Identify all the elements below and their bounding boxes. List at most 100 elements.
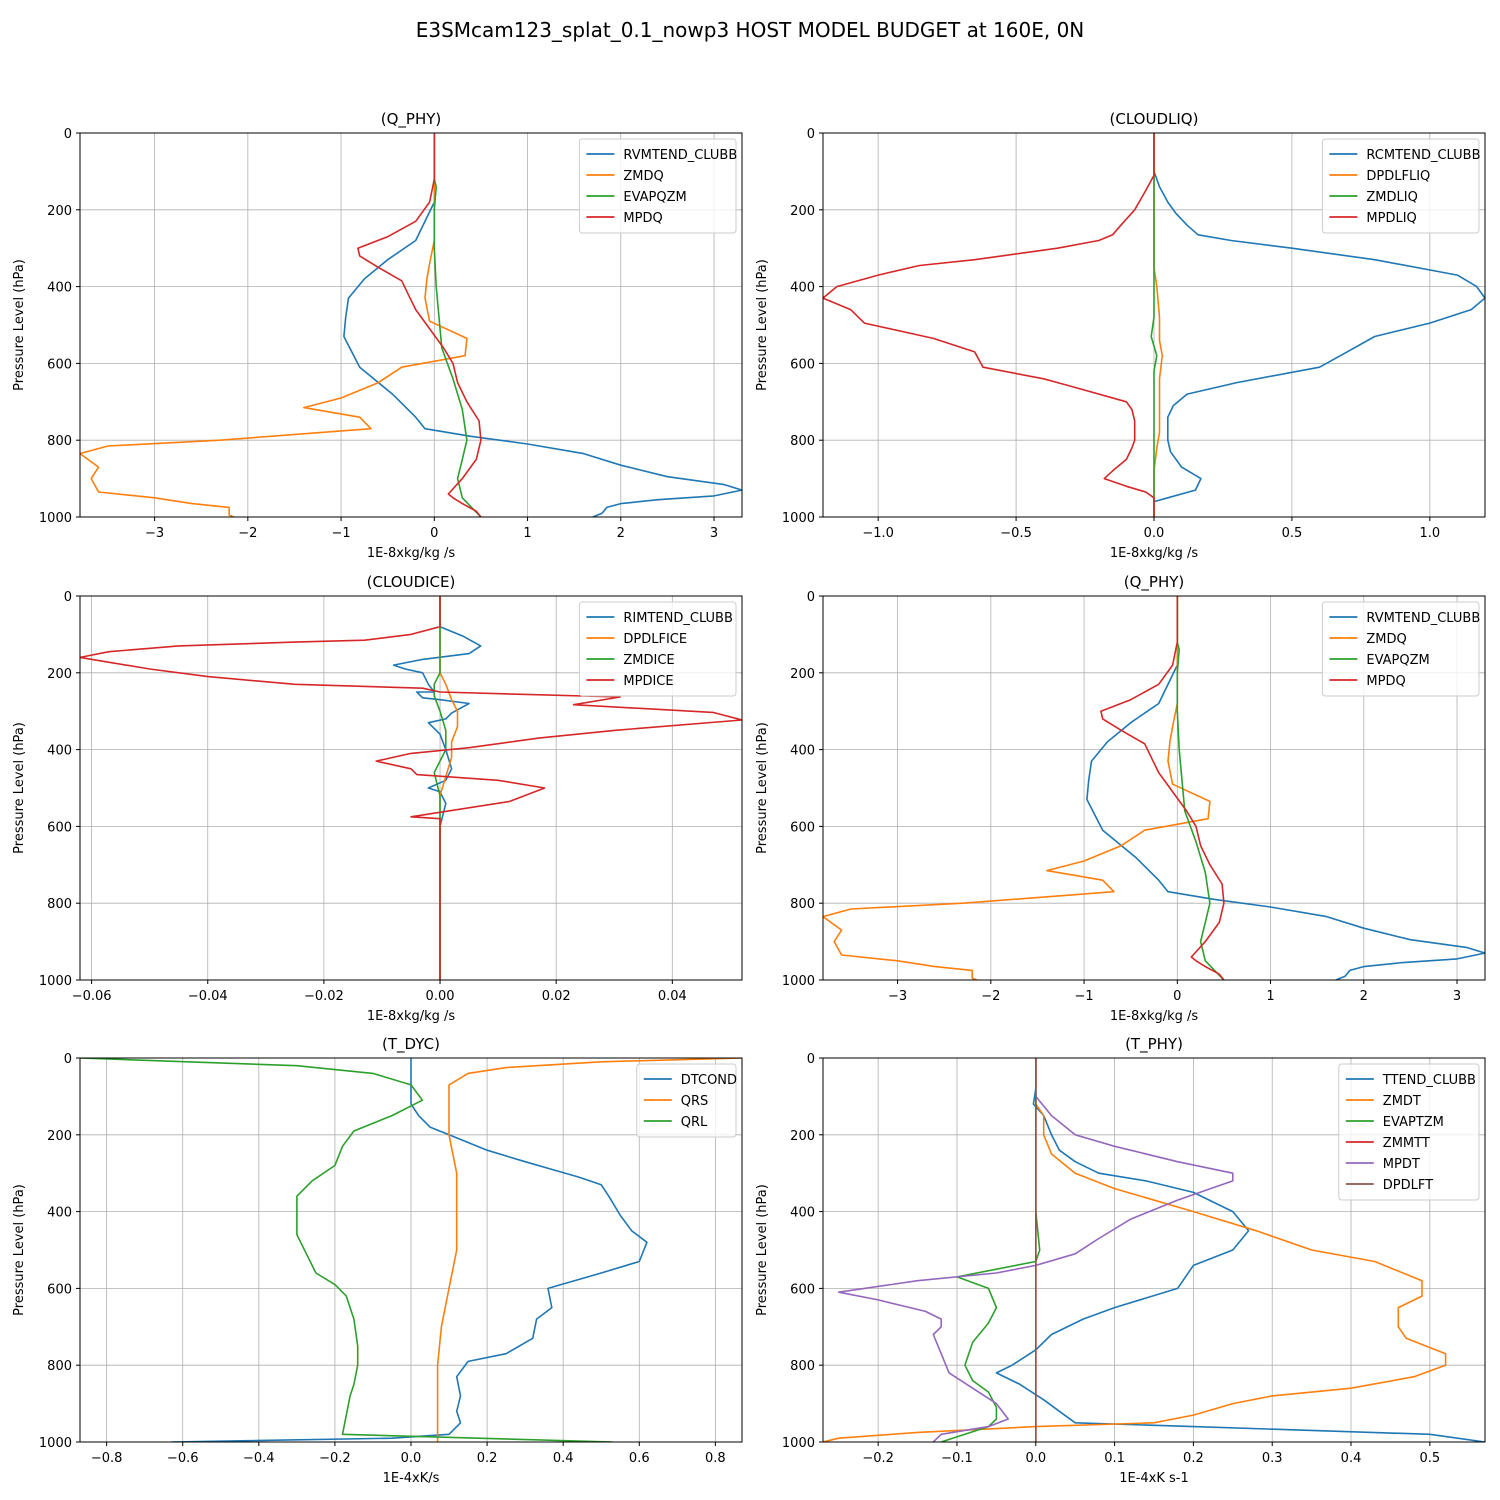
- x-tick-label: 0.0: [1144, 526, 1165, 541]
- figure-title: E3SMcam123_splat_0.1_nowp3 HOST MODEL BU…: [416, 18, 1085, 42]
- legend-entry: MPDLIQ: [1366, 211, 1416, 226]
- legend-entry: TTEND_CLUBB: [1382, 1073, 1476, 1088]
- legend-entry: MPDT: [1383, 1157, 1420, 1172]
- series-line-qrs: [436, 1058, 742, 1442]
- legend-box: [578, 138, 737, 234]
- y-tick-label: 1000: [39, 511, 72, 526]
- series-group: [80, 596, 742, 980]
- y-tick-label: 0: [64, 590, 72, 605]
- x-tick-label: 3: [1453, 989, 1461, 1004]
- plot-frame: [822, 595, 1486, 981]
- series-line-mpdq: [357, 133, 482, 517]
- y-tick-label: 1000: [39, 974, 72, 989]
- series-line-ttend-clubb: [995, 1058, 1485, 1442]
- x-tick-label: 0.02: [542, 989, 571, 1004]
- series-line-mpdt: [838, 1058, 1234, 1442]
- plot-frame: [822, 1057, 1486, 1443]
- y-axis-label: Pressure Level (hPa): [12, 722, 27, 854]
- chart-panel-1: −3 −2 −1 0 1 2 3 0 200 400 600 800 1000 (Q_PHY) 1E-8xk…: [12, 110, 743, 561]
- y-tick-label: 600: [47, 820, 72, 835]
- series-line-rvmtend-clubb: [343, 133, 742, 517]
- legend-entry: EVAPQZM: [623, 190, 686, 205]
- x-tick-label: 0.0: [1025, 1451, 1046, 1466]
- y-axis-label: Pressure Level (hPa): [755, 722, 770, 854]
- plot-frame: [79, 595, 743, 981]
- x-tick-label: −0.2: [319, 1451, 351, 1466]
- x-tick-label: 0.1: [1104, 1451, 1125, 1466]
- y-tick-label: 600: [47, 1282, 72, 1297]
- y-axis-label: Pressure Level (hPa): [12, 259, 27, 391]
- x-tick-label: −0.1: [941, 1451, 973, 1466]
- y-tick-label: 0: [807, 127, 815, 142]
- legend-box: [636, 1063, 737, 1138]
- x-tick-label: 0.5: [1282, 526, 1303, 541]
- x-tick-label: 0.4: [1341, 1451, 1362, 1466]
- legend-entry: DPDLFICE: [623, 632, 687, 647]
- y-tick-label: 600: [790, 1282, 815, 1297]
- y-tick-label: 1000: [782, 974, 815, 989]
- panel-title: (Q_PHY): [381, 110, 442, 129]
- series-line-rcmtend-clubb: [1153, 133, 1485, 517]
- legend-entry: RCMTEND_CLUBB: [1366, 148, 1480, 163]
- x-tick-label: −0.5: [1000, 526, 1032, 541]
- y-tick-label: 200: [790, 1129, 815, 1144]
- legend-entry: RIMTEND_CLUBB: [623, 611, 733, 626]
- x-tick-label: −0.02: [304, 989, 344, 1004]
- y-tick-label: 0: [807, 1052, 815, 1067]
- x-axis-label: 1E-8xkg/kg /s: [1110, 1009, 1199, 1024]
- x-tick-label: 0: [1173, 989, 1181, 1004]
- legend: DTCOND QRS QRL: [636, 1063, 737, 1138]
- panel-title: (CLOUDLIQ): [1110, 110, 1199, 128]
- y-tick-label: 1000: [782, 1436, 815, 1451]
- x-tick-label: 0.5: [1419, 1451, 1440, 1466]
- legend-entry: QRL: [681, 1115, 708, 1130]
- y-axis-label: Pressure Level (hPa): [12, 1184, 27, 1316]
- series-line-zmdq: [80, 133, 468, 517]
- legend-entry: EVAPQZM: [1366, 653, 1429, 668]
- series-group: [823, 133, 1485, 517]
- y-tick-label: 600: [47, 357, 72, 372]
- y-tick-label: 600: [790, 820, 815, 835]
- legend-entry: MPDQ: [623, 211, 662, 226]
- x-tick-label: −3: [145, 526, 164, 541]
- y-tick-label: 800: [47, 434, 72, 449]
- legend-entry: ZMMTT: [1383, 1136, 1430, 1151]
- y-tick-label: 200: [47, 667, 72, 682]
- series-line-zmdt: [823, 1058, 1447, 1442]
- x-tick-label: −2: [981, 989, 1000, 1004]
- y-tick-label: 0: [64, 127, 72, 142]
- legend-entry: DPDLFT: [1383, 1178, 1433, 1193]
- y-tick-label: 0: [64, 1052, 72, 1067]
- x-axis-label: 1E-8xkg/kg /s: [1110, 546, 1199, 561]
- legend-entry: QRS: [681, 1094, 709, 1109]
- legend-entry: ZMDQ: [1366, 632, 1406, 647]
- y-tick-label: 400: [47, 281, 72, 296]
- x-axis-label: 1E-8xkg/kg /s: [367, 546, 456, 561]
- chart-panel-2: −1.0 −0.5 0.0 0.5 1.0 0 200 400 600 800 1000 (CLOUD…: [755, 110, 1486, 561]
- y-axis-label: Pressure Level (hPa): [755, 259, 770, 391]
- x-tick-label: 1: [1266, 989, 1274, 1004]
- x-tick-label: −0.6: [167, 1451, 199, 1466]
- x-tick-label: 0.8: [705, 1451, 726, 1466]
- legend-entry: ZMDT: [1383, 1094, 1421, 1109]
- x-tick-label: 0.00: [426, 989, 455, 1004]
- y-tick-label: 800: [47, 1359, 72, 1374]
- series-line-qrl: [80, 1058, 613, 1442]
- series-line-dtcond: [171, 1058, 648, 1442]
- panel-title: (T_PHY): [1125, 1035, 1183, 1054]
- chart-panel-6: −0.2 −0.1 0.0 0.1 0.2 0.3 0.4 0.5 0 200 400 600 800 1…: [755, 1035, 1486, 1486]
- series-line-evapqzm: [433, 133, 482, 517]
- legend-box: [1321, 138, 1480, 234]
- chart-panel-4: −3 −2 −1 0 1 2 3 0 200 400 600 800 1000 (Q_PHY) 1E-8xk…: [755, 573, 1486, 1024]
- x-tick-label: 0.0: [401, 1451, 422, 1466]
- y-tick-label: 400: [790, 281, 815, 296]
- x-tick-label: 3: [710, 526, 718, 541]
- x-tick-label: −0.04: [188, 989, 228, 1004]
- legend: TTEND_CLUBB ZMDT EVAPTZM ZMMTT MPDT DPDLFT: [1338, 1063, 1480, 1201]
- y-tick-label: 200: [790, 204, 815, 219]
- y-tick-label: 600: [790, 357, 815, 372]
- legend-entry: RVMTEND_CLUBB: [623, 148, 737, 163]
- legend: RVMTEND_CLUBB ZMDQ EVAPQZM MPDQ: [578, 138, 737, 234]
- legend-entry: ZMDQ: [623, 169, 663, 184]
